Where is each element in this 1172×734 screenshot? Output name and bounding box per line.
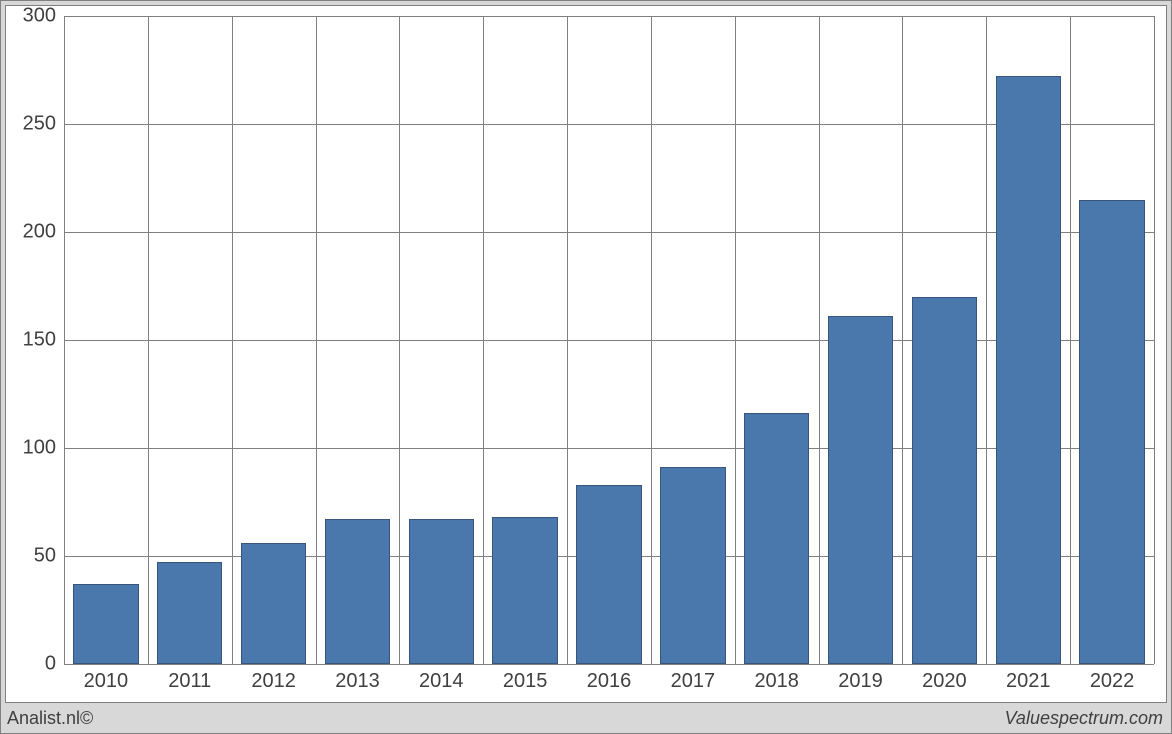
- bar: [828, 316, 893, 664]
- y-axis-tick-label: 100: [23, 437, 64, 460]
- grid-line-vertical: [148, 16, 149, 664]
- y-axis-tick-label: 0: [45, 653, 64, 676]
- x-axis-tick-label: 2018: [754, 664, 799, 693]
- x-axis-tick-label: 2021: [1006, 664, 1051, 693]
- grid-line-vertical: [64, 16, 65, 664]
- grid-line-vertical: [819, 16, 820, 664]
- chart-inner-frame: 0 50 100 150 200 250 300 2010 2011 2012 2013 2014 20…: [5, 5, 1167, 703]
- chart-outer-frame: 0 50 100 150 200 250 300 2010 2011 2012 2013 2014 20…: [0, 0, 1172, 734]
- y-axis-tick-label: 200: [23, 221, 64, 244]
- x-axis-tick-label: 2020: [922, 664, 967, 693]
- bar: [996, 76, 1061, 664]
- x-axis-tick-label: 2010: [84, 664, 129, 693]
- bar: [157, 562, 222, 664]
- x-axis-tick-label: 2017: [671, 664, 716, 693]
- x-axis-tick-label: 2016: [587, 664, 632, 693]
- bar: [492, 517, 557, 664]
- bar: [744, 413, 809, 664]
- x-axis-tick-label: 2014: [419, 664, 464, 693]
- grid-line-horizontal: [64, 124, 1154, 125]
- grid-line-vertical: [316, 16, 317, 664]
- bar: [660, 467, 725, 664]
- footer-left-credit: Analist.nl©: [7, 708, 93, 729]
- plot-area: 0501001502002503002010201120122013201420…: [64, 16, 1154, 664]
- bar: [409, 519, 474, 664]
- bar: [576, 485, 641, 664]
- x-axis-tick-label: 2012: [251, 664, 296, 693]
- grid-line-horizontal: [64, 340, 1154, 341]
- grid-line-vertical: [986, 16, 987, 664]
- x-axis-tick-label: 2015: [503, 664, 548, 693]
- y-axis-tick-label: 300: [23, 5, 64, 28]
- grid-line-vertical: [902, 16, 903, 664]
- grid-line-vertical: [232, 16, 233, 664]
- x-axis-tick-label: 2011: [168, 664, 211, 693]
- grid-line-vertical: [399, 16, 400, 664]
- x-axis-tick-label: 2019: [838, 664, 883, 693]
- bar: [1079, 200, 1144, 664]
- grid-line-horizontal: [64, 448, 1154, 449]
- grid-line-horizontal: [64, 16, 1154, 17]
- y-axis-tick-label: 250: [23, 113, 64, 136]
- grid-line-vertical: [1154, 16, 1155, 664]
- y-axis-tick-label: 150: [23, 329, 64, 352]
- x-axis-tick-label: 2013: [335, 664, 380, 693]
- grid-line-vertical: [735, 16, 736, 664]
- grid-line-horizontal: [64, 232, 1154, 233]
- grid-line-vertical: [1070, 16, 1071, 664]
- bar: [241, 543, 306, 664]
- x-axis-tick-label: 2022: [1090, 664, 1135, 693]
- grid-line-vertical: [651, 16, 652, 664]
- bar: [912, 297, 977, 664]
- grid-line-vertical: [483, 16, 484, 664]
- y-axis-tick-label: 50: [34, 545, 64, 568]
- footer-right-credit: Valuespectrum.com: [1005, 708, 1163, 729]
- grid-line-vertical: [567, 16, 568, 664]
- bar: [73, 584, 138, 664]
- bar: [325, 519, 390, 664]
